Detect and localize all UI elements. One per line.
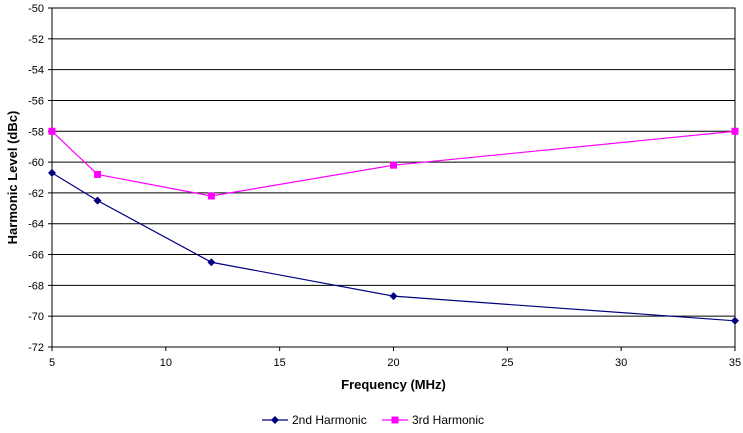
series-1-point-2 <box>207 258 216 267</box>
y-axis-title: Harmonic Level (dBc) <box>5 111 20 245</box>
x-tick-label-3: 20 <box>387 357 399 369</box>
y-tick-label-0: -50 <box>28 3 44 15</box>
y-tick-label-1: -52 <box>28 34 44 46</box>
y-tick-label-5: -60 <box>28 157 44 169</box>
y-tick-label-11: -72 <box>28 342 44 354</box>
y-tick-label-4: -58 <box>28 126 44 138</box>
y-axis-ticks: -50 -52 -54 -56 -58 -60 -62 -64 -66 -68 -70 -72 <box>28 3 52 354</box>
x-tick-label-4: 25 <box>501 357 513 369</box>
series-2 <box>48 127 739 200</box>
x-tick-label-5: 30 <box>615 357 627 369</box>
series-2-point-1 <box>94 170 102 178</box>
x-tick-label-6: 35 <box>729 357 741 369</box>
y-tick-label-8: -66 <box>28 250 44 262</box>
y-tick-label-2: -54 <box>28 65 44 77</box>
x-tick-label-0: 5 <box>49 357 55 369</box>
series-2-point-4 <box>731 127 739 135</box>
legend: 2nd Harmonic 3rd Harmonic <box>262 413 484 427</box>
series-1-point-3 <box>389 292 398 301</box>
legend-marker-2 <box>391 416 399 424</box>
series-1-point-0 <box>48 168 56 177</box>
x-axis-ticks: 5 10 15 20 25 30 35 <box>49 347 741 369</box>
y-tick-label-3: -56 <box>28 95 44 107</box>
series-1-point-1 <box>93 196 102 205</box>
legend-label-2: 3rd Harmonic <box>412 413 484 427</box>
y-tick-label-6: -62 <box>28 188 44 200</box>
series-2-point-0 <box>48 127 56 135</box>
x-axis-title: Frequency (MHz) <box>341 377 446 392</box>
series-1 <box>48 168 739 325</box>
x-tick-label-2: 15 <box>274 357 286 369</box>
series-layer <box>48 127 739 325</box>
legend-label-1: 2nd Harmonic <box>292 413 367 427</box>
x-tick-label-1: 10 <box>160 357 172 369</box>
series-1-point-4 <box>731 316 739 325</box>
series-2-point-3 <box>390 161 397 169</box>
series-2-point-2 <box>207 192 215 200</box>
y-tick-label-9: -68 <box>28 280 44 292</box>
y-tick-label-10: -70 <box>28 311 44 323</box>
legend-marker-1 <box>271 416 279 424</box>
y-tick-label-7: -64 <box>28 219 44 231</box>
